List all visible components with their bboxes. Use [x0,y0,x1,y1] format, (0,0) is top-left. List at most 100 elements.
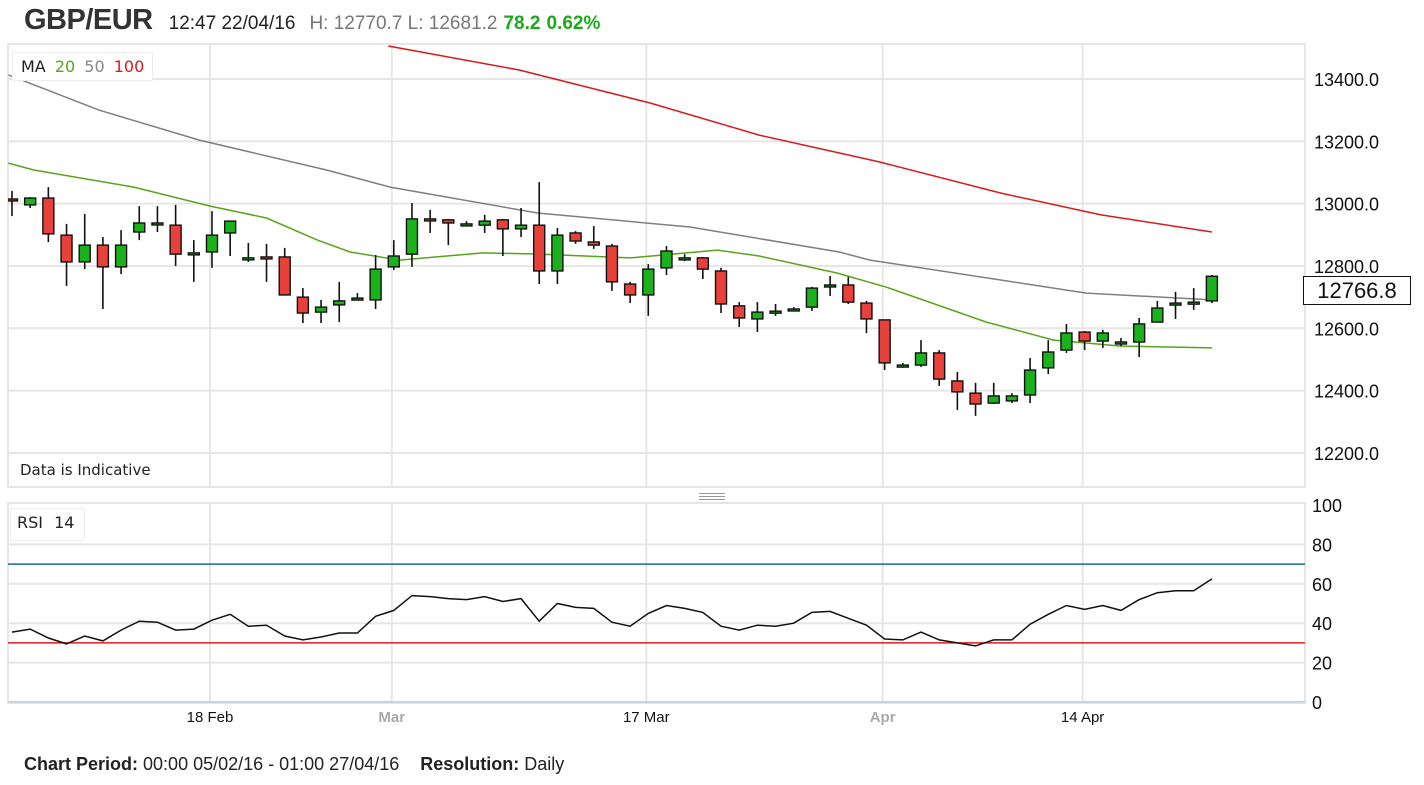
ma100-line [388,45,1213,233]
rsi-label: RSI [17,513,43,532]
candle [1096,329,1110,348]
candle-body-up [987,395,1000,404]
candle [696,256,710,280]
candle-body-up [151,222,164,226]
ma50-line [8,74,1212,301]
candle-body-down [8,198,19,202]
candle [1132,318,1146,357]
date-axis: 18 Feb Mar 17 Mar Apr 14 Apr [187,709,1105,726]
quote-time: 12:47 22/04/16 [168,13,296,34]
price-pane[interactable]: 13400.0 13200.0 13000.0 12800.0 12600.0 12400… [7,43,1380,488]
candle-body-up [914,352,928,366]
candle [187,240,201,282]
date-tick-label: 14 Apr [1061,709,1104,726]
candle [1187,288,1200,310]
candle-body-down [842,284,855,303]
candle [1169,291,1182,319]
candle-body-up [1114,341,1128,345]
candle-body-down [533,224,546,272]
candle [169,204,182,266]
candle-body-down [496,219,510,230]
candle [678,254,691,261]
candle [478,214,491,233]
candle [133,206,146,241]
candle [242,242,255,262]
rsi-pane-frame [7,502,1306,704]
candle-body-up [187,252,201,256]
price-gridlines [8,44,1305,487]
candle-body-up [478,220,491,226]
candle-body-up [823,284,837,288]
candle [932,350,946,386]
candle-body-up [1060,332,1073,351]
candle-body-down [442,219,455,224]
price-tick-label: 13000.0 [1314,195,1379,215]
rsi-pane[interactable]: 100 80 60 40 20 0 [7,496,1342,713]
candle [805,286,819,311]
candle-body-down [60,234,73,263]
candle [623,281,637,304]
candle [823,275,837,296]
candle-body-up [314,306,328,313]
candle-body-up [333,300,346,306]
date-tick-label: 17 Mar [623,709,670,726]
candle-body-up [551,234,564,272]
candle [969,382,982,416]
rsi-tick-label: 0 [1312,693,1322,713]
candle [987,382,1000,405]
candle [60,223,73,286]
candle-body-down [932,352,946,380]
candle [423,209,437,233]
pane-resize-handle[interactable] [699,493,725,501]
candle-body-down [296,296,310,314]
candle-body-up [1132,323,1146,343]
price-tick-label: 12600.0 [1314,319,1379,339]
candle [1023,357,1037,404]
candle-body-up [660,250,673,269]
candle-body-up [769,310,782,314]
candle-body-up [1023,369,1037,396]
candle-body-down [423,218,437,222]
candle-body-down [714,270,728,305]
price-tick-label: 13200.0 [1314,132,1379,152]
price-change-percent: 0.62% [546,13,601,34]
candle [1042,340,1055,375]
candle [605,243,619,291]
candle-body-down [733,305,746,319]
candle [460,221,473,227]
candle [442,218,455,246]
candle-body-up [78,244,91,263]
candle [951,371,964,410]
ma100-label: 100 [113,57,145,76]
candle-body-up [242,257,255,261]
candle-body-up [514,224,528,230]
symbol-title: GBP/EUR [24,4,153,36]
candle [151,206,164,233]
candle-body-down [951,380,964,393]
candle [333,281,346,323]
candle [260,243,273,282]
candle-body-up [805,287,819,308]
rsi-series-line [11,578,1213,647]
price-tick-label: 13400.0 [1314,70,1379,90]
candle [1114,337,1128,347]
candle [1205,275,1219,304]
candle [787,307,800,312]
rsi-period: 14 [54,513,75,532]
candle-body-down [587,241,600,246]
rsi-tick-label: 60 [1312,575,1332,595]
candle [8,190,19,217]
date-tick-label: Mar [378,709,405,726]
candle [714,267,728,314]
candle-body-up [1205,275,1219,302]
ma-legend[interactable]: MA 20 50 100 [12,52,154,81]
candle [351,293,364,301]
candle [751,302,764,333]
candle-body-down [260,256,273,260]
indicative-note: Data is Indicative [20,461,151,479]
current-price-label: 12766.8 [1303,276,1411,305]
candle [860,300,873,333]
rsi-legend[interactable]: RSI 14 [10,508,86,541]
candle-body-down [96,244,110,268]
